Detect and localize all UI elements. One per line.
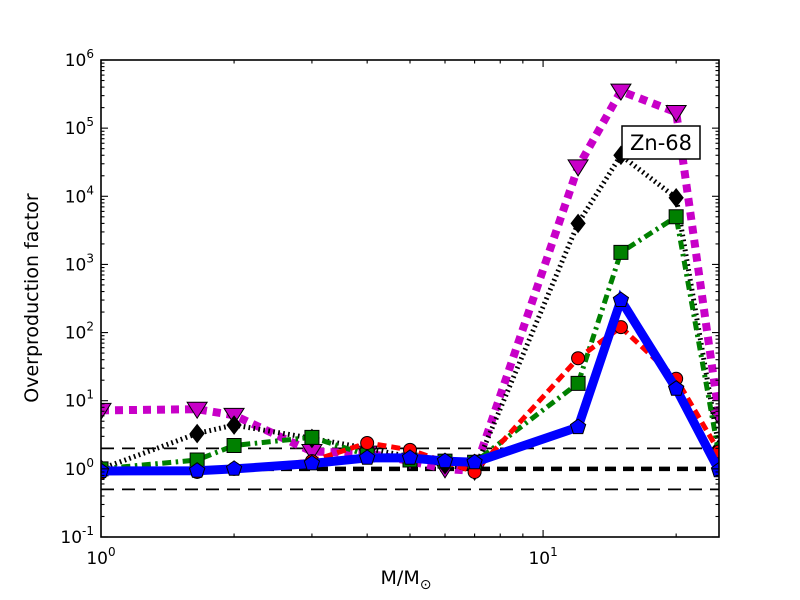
series-black-dotted-diamonds-marker (226, 415, 242, 435)
series-magenta-thick-dashed-triangles-marker (186, 401, 209, 420)
plot-data-layer (101, 83, 719, 491)
annotation-label: Zn-68 (630, 131, 692, 155)
x-tick-label: 100 (86, 545, 115, 569)
series-green-dashdot-squares-marker (304, 429, 320, 445)
series-blue-solid-pentagons-marker (401, 449, 419, 465)
series-blue-solid-pentagons-marker (101, 462, 110, 478)
y-tick-label: 103 (65, 251, 94, 275)
y-tick-label: 100 (65, 456, 94, 480)
annotation-box (621, 125, 701, 160)
sun-symbol: ⊙ (420, 577, 432, 593)
y-axis-label: Overproduction factor (21, 193, 43, 403)
series-magenta-thick-dashed-triangles-marker (610, 83, 632, 102)
series-blue-solid-pentagons-marker (569, 418, 587, 435)
series-green-dashdot-squares-marker (668, 209, 684, 225)
x-axis-label: M/M⊙ (381, 567, 432, 593)
series-blue-solid-pentagons-marker (436, 452, 454, 469)
series-blue-solid-pentagons-marker (303, 454, 321, 471)
series-black-dotted-diamonds-marker (668, 187, 684, 208)
series-black-dotted-diamonds-marker (570, 213, 586, 234)
series-green-dashdot-squares-marker (226, 438, 242, 454)
series-magenta-thick-dashed-triangles-marker (665, 104, 688, 123)
series-red-dashed-circles-marker (571, 351, 586, 366)
x-tick-label: 101 (528, 545, 557, 569)
series-blue-solid-pentagons-marker (188, 462, 206, 478)
series-blue-solid-pentagons-marker (667, 380, 685, 396)
series-blue-solid-pentagons-marker (358, 449, 376, 465)
series-black-dotted-diamonds-marker (189, 423, 205, 444)
y-tick-label: 105 (65, 115, 94, 139)
series-blue-solid-pentagons-marker (225, 460, 243, 476)
y-tick-label: 102 (65, 320, 94, 344)
x-axis-label-main: M/M (381, 567, 420, 589)
y-tick-label: 106 (65, 47, 94, 71)
series-magenta-thick-dashed-triangles-marker (567, 159, 589, 177)
series-blue-solid-pentagons-marker (710, 461, 719, 478)
y-tick-label: 104 (65, 183, 94, 207)
y-tick-label: 10-1 (60, 524, 94, 548)
series-red-dashed-circles-marker (360, 435, 375, 450)
series-green-dashdot-squares-marker (613, 244, 629, 260)
y-tick-label: 101 (65, 388, 94, 412)
series-blue-solid-pentagons-marker (466, 453, 483, 470)
series-blue-solid-pentagons-marker (612, 291, 630, 307)
series-green-dashdot-squares-marker (570, 375, 586, 391)
